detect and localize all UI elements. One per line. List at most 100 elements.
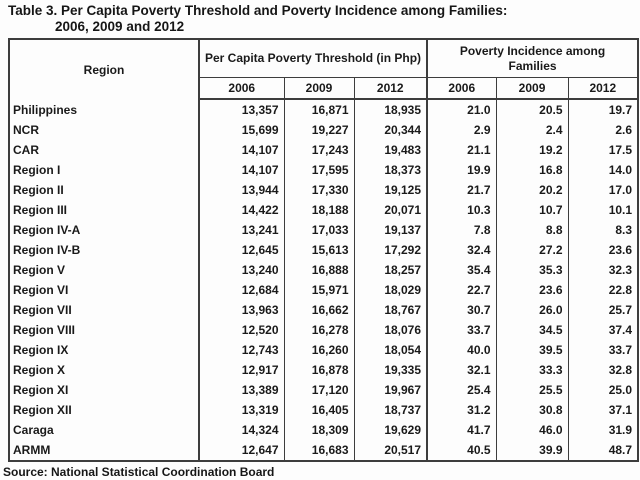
value-cell: 19,967 — [354, 380, 429, 400]
value-cell: 7.8 — [427, 220, 497, 240]
value-cell: 20,517 — [354, 440, 429, 461]
value-cell: 32.3 — [608, 263, 633, 277]
value-cell: 39.5 — [496, 340, 569, 360]
region-cell: Region XII — [9, 400, 200, 420]
table-row: Region IX 12,743 16,260 18,054 40.0 39.5 33.7 — [9, 340, 638, 360]
value-cell: 12,647 — [199, 440, 285, 461]
value-cell: 14,107 — [199, 160, 285, 180]
value-cell: 31.9 — [608, 423, 633, 437]
column-group-incidence: Poverty Incidence among Families — [427, 39, 639, 78]
value-cell: 15,971 — [284, 280, 355, 300]
value-cell: 17,243 — [284, 140, 355, 160]
value-cell: 12,917 — [199, 360, 285, 380]
value-cell: 17,292 — [354, 240, 429, 260]
value-cell: 19.2 — [496, 140, 569, 160]
value-cell: 14.0 — [608, 163, 633, 177]
value-cell: 2.9 — [427, 120, 497, 140]
value-cell: 18,029 — [354, 280, 429, 300]
table-row: CAR 14,107 17,243 19,483 21.1 19.2 17.5 — [9, 140, 638, 160]
value-cell: 12,645 — [199, 240, 285, 260]
value-cell: 18,935 — [354, 99, 429, 120]
value-cell: 18,373 — [354, 160, 429, 180]
region-cell: Region II — [9, 180, 200, 200]
value-cell: 18,257 — [354, 260, 429, 280]
value-cell: 22.8 — [608, 283, 633, 297]
value-cell: 14,324 — [199, 420, 285, 440]
region-cell: Caraga — [9, 420, 200, 440]
table-row: Region X 12,917 16,878 19,335 32.1 33.3 32.8 — [9, 360, 638, 380]
value-cell: 16,278 — [284, 320, 355, 340]
region-cell: Region I — [9, 160, 200, 180]
value-cell: 40.5 — [427, 440, 497, 461]
value-cell: 13,389 — [199, 380, 285, 400]
column-group-threshold: Per Capita Poverty Threshold (in Php) — [199, 39, 429, 78]
value-cell: 33.3 — [496, 360, 569, 380]
value-cell: 16,260 — [284, 340, 355, 360]
value-cell: 10.3 — [427, 200, 497, 220]
table-row: Region III 14,422 18,188 20,071 10.3 10.7 10.1 — [9, 200, 638, 220]
region-cell: Region IX — [9, 340, 200, 360]
value-cell: 19,629 — [354, 420, 429, 440]
value-cell: 18,076 — [354, 320, 429, 340]
value-cell: 20,071 — [354, 200, 429, 220]
value-cell: 30.8 — [496, 400, 569, 420]
value-cell: 25.7 — [608, 303, 633, 317]
value-cell: 35.4 — [427, 260, 497, 280]
value-cell: 26.0 — [496, 300, 569, 320]
value-cell: 33.7 — [427, 320, 497, 340]
region-cell: Region VIII — [9, 320, 200, 340]
table-row: Region V 13,240 16,888 18,257 35.4 35.3 32.3 — [9, 260, 638, 280]
value-cell: 17.5 — [608, 143, 633, 157]
value-cell: 15,699 — [199, 120, 285, 140]
value-cell: 18,737 — [354, 400, 429, 420]
value-cell: 18,188 — [284, 200, 355, 220]
value-cell: 14,422 — [199, 200, 285, 220]
value-cell: 16,405 — [284, 400, 355, 420]
table-row: Region VII 13,963 16,662 18,767 30.7 26.0 25.7 — [9, 300, 638, 320]
value-cell: 13,319 — [199, 400, 285, 420]
value-cell: 18,309 — [284, 420, 355, 440]
value-cell: 20.2 — [496, 180, 569, 200]
table-row: Region IV-B 12,645 15,613 17,292 32.4 27.2 23.… — [9, 240, 638, 260]
table-row: Region IV-A 13,241 17,033 19,137 7.8 8.8 8.3 — [9, 220, 638, 240]
value-cell: 25.4 — [427, 380, 497, 400]
value-cell: 35.3 — [496, 260, 569, 280]
column-header-incidence-2012: 2012 — [568, 77, 639, 100]
value-cell: 17,330 — [284, 180, 355, 200]
value-cell: 32.1 — [427, 360, 497, 380]
value-cell: 8.3 — [615, 223, 633, 237]
value-cell: 19,125 — [354, 180, 429, 200]
value-cell: 19,137 — [354, 220, 429, 240]
region-cell: ARMM — [9, 440, 200, 461]
table-title: Table 3. Per Capita Poverty Threshold an… — [0, 0, 640, 35]
value-cell: 17,595 — [284, 160, 355, 180]
column-header-incidence-2009: 2009 — [496, 77, 569, 100]
value-cell: 16,683 — [284, 440, 355, 461]
value-cell: 16,871 — [284, 99, 355, 120]
value-cell: 40.0 — [427, 340, 497, 360]
value-cell: 19,483 — [354, 140, 429, 160]
poverty-statistics-table: Region Per Capita Poverty Threshold (in … — [8, 38, 640, 462]
value-cell: 41.7 — [427, 420, 497, 440]
region-cell: Region IV-B — [9, 240, 200, 260]
column-header-threshold-2006: 2006 — [199, 77, 285, 100]
column-header-threshold-2009: 2009 — [284, 77, 355, 100]
value-cell: 32.4 — [427, 240, 497, 260]
value-cell: 20.5 — [496, 99, 569, 120]
region-cell: CAR — [9, 140, 200, 160]
value-cell: 8.8 — [496, 220, 569, 240]
value-cell: 37.4 — [608, 323, 633, 337]
value-cell: 33.7 — [608, 343, 633, 357]
column-group-incidence-label: Poverty Incidence among Families — [459, 43, 606, 73]
value-cell: 12,520 — [199, 320, 285, 340]
table-row: Region VIII 12,520 16,278 18,076 33.7 34.5 37.… — [9, 320, 638, 340]
column-group-threshold-label: Per Capita Poverty Threshold (in Php) — [204, 51, 422, 66]
value-cell: 16,662 — [284, 300, 355, 320]
value-cell: 16.8 — [496, 160, 569, 180]
value-cell: 37.1 — [608, 403, 633, 417]
value-cell: 48.7 — [608, 443, 633, 457]
value-cell: 32.8 — [608, 363, 633, 377]
region-cell: NCR — [9, 120, 200, 140]
value-cell: 27.2 — [496, 240, 569, 260]
region-cell: Philippines — [9, 99, 200, 120]
